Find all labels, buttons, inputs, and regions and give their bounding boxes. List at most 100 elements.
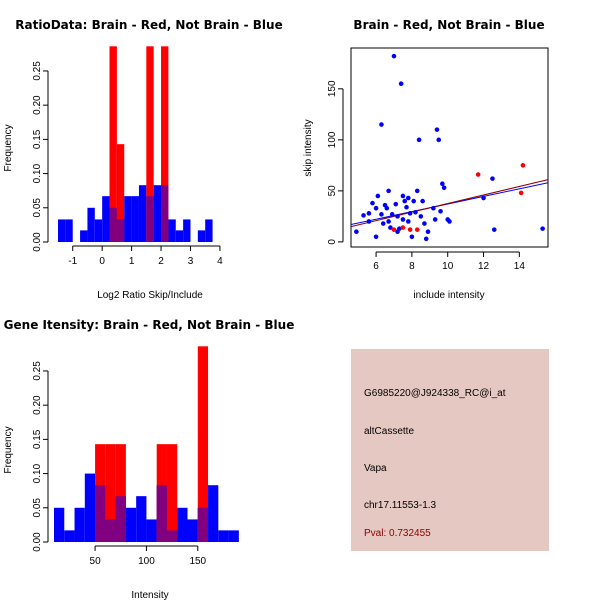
ratio-histogram-blue-bar bbox=[87, 207, 95, 242]
intensity-histogram-overlap-bar bbox=[115, 496, 126, 542]
scatter-blue-point bbox=[490, 176, 495, 181]
intensity-histogram-blue-bar bbox=[64, 530, 75, 542]
scatter-red-point bbox=[414, 227, 420, 232]
scatter-red-point bbox=[520, 163, 526, 168]
intensity-histogram-blue-bar bbox=[125, 507, 137, 542]
ratio-histogram-ylabel: Frequency bbox=[3, 124, 14, 171]
ratio-histogram-y-tick-label: 0.20 bbox=[32, 95, 43, 115]
ratio-histogram-y-tick-label: 0.10 bbox=[32, 163, 43, 183]
intensity-histogram-red-bar bbox=[115, 444, 126, 542]
intensity-histogram-red-bar bbox=[105, 444, 116, 542]
ratio-histogram-overlap-bar bbox=[146, 196, 154, 242]
ratio-histogram-y-tick-label: 0.00 bbox=[32, 232, 43, 252]
scatter-blue-point bbox=[400, 193, 406, 199]
scatter-x-tick-label: 10 bbox=[442, 261, 454, 272]
ratio-histogram-blue-bar bbox=[183, 219, 191, 242]
scatter-blue-point bbox=[409, 234, 415, 240]
ratio-histogram-blue-bar bbox=[197, 230, 206, 242]
scatter-red-point bbox=[407, 227, 413, 232]
scatter-title: Brain - Red, Not Brain - Blue bbox=[353, 18, 544, 32]
intensity-histogram-overlap-bar bbox=[95, 485, 106, 542]
intensity-histogram-panel: Gene Itensity: Brain - Red, Not Brain - … bbox=[3, 318, 294, 600]
intensity-histogram-blue-bar bbox=[136, 496, 147, 542]
ratio-histogram-bars bbox=[58, 46, 213, 242]
intensity-histogram-x-tick-label: 150 bbox=[189, 556, 206, 567]
scatter-blue-point bbox=[386, 219, 391, 224]
scatter-blue-point bbox=[361, 213, 366, 218]
info-gene: Vapa bbox=[364, 463, 387, 474]
scatter-y-tick-label: 150 bbox=[327, 80, 338, 97]
scatter-ylabel: skip intensity bbox=[303, 119, 314, 176]
scatter-red-point bbox=[475, 172, 481, 177]
info-pval: Pval: 0.732455 bbox=[364, 528, 431, 539]
intensity-histogram-blue-bar bbox=[228, 530, 239, 542]
scatter-blue-point bbox=[425, 229, 431, 234]
ratio-histogram-blue-bar bbox=[153, 185, 162, 242]
ratio-histogram-red-bar bbox=[146, 46, 154, 242]
scatter-blue-point bbox=[413, 210, 418, 215]
scatter-y-tick-label: 100 bbox=[327, 131, 338, 148]
ratio-histogram-x-tick-label: 1 bbox=[129, 256, 135, 267]
scatter-blue-point bbox=[379, 122, 384, 127]
ratio-histogram-title: RatioData: Brain - Red, Not Brain - Blue bbox=[15, 18, 282, 32]
ratio-histogram-y-tick-label: 0.15 bbox=[32, 129, 43, 149]
scatter-red-point bbox=[400, 225, 406, 230]
intensity-histogram-overlap-bar bbox=[105, 519, 116, 542]
scatter-blue-point bbox=[440, 181, 445, 187]
scatter-blue-point bbox=[354, 229, 359, 234]
scatter-blue-point bbox=[388, 225, 393, 230]
ratio-histogram-red-bar bbox=[116, 144, 125, 242]
ratio-histogram-x-tick-label: 0 bbox=[99, 256, 105, 267]
scatter-y-tick-label: 50 bbox=[327, 185, 338, 197]
scatter-blue-point bbox=[418, 214, 424, 219]
ratio-histogram-axes: -1 0 1 2 3 4 0.00 0.05 0.10 0.15 0.20 0.25 bbox=[32, 61, 223, 267]
scatter-blue-point bbox=[416, 137, 422, 143]
scatter-blue-point bbox=[379, 212, 384, 217]
ratio-histogram-panel: RatioData: Brain - Red, Not Brain - Blue… bbox=[3, 18, 283, 301]
ratio-histogram-red-bar bbox=[109, 46, 117, 242]
scatter-red-point bbox=[391, 227, 397, 232]
scatter-blue-point bbox=[397, 226, 402, 231]
scatter-blue-point bbox=[438, 208, 443, 214]
ratio-histogram-overlap-bar bbox=[116, 219, 125, 242]
intensity-histogram-y-tick-label: 0.00 bbox=[32, 532, 43, 552]
intensity-histogram-blue-bar bbox=[74, 507, 85, 542]
scatter-blue-point bbox=[423, 236, 429, 242]
scatter-blue-point bbox=[447, 219, 452, 224]
scatter-blue-point bbox=[402, 198, 408, 204]
scatter-blue-point bbox=[393, 201, 399, 207]
ratio-histogram-blue-bar bbox=[124, 196, 132, 242]
intensity-histogram-ylabel: Frequency bbox=[3, 426, 14, 473]
scatter-fit-line bbox=[350, 179, 549, 228]
scatter-blue-point bbox=[491, 227, 497, 232]
intensity-histogram-title: Gene Itensity: Brain - Red, Not Brain - … bbox=[4, 318, 295, 332]
scatter-blue-point bbox=[366, 211, 372, 216]
scatter-blue-point bbox=[373, 234, 379, 240]
scatter-x-tick-label: 12 bbox=[478, 261, 490, 272]
intensity-histogram-x-tick-label: 100 bbox=[138, 556, 155, 567]
ratio-histogram-blue-bar bbox=[175, 230, 184, 242]
scatter-blue-point bbox=[389, 212, 395, 217]
scatter-points bbox=[354, 53, 545, 242]
scatter-blue-point bbox=[436, 137, 442, 143]
ratio-histogram-x-tick-label: 3 bbox=[188, 256, 194, 267]
scatter-blue-point bbox=[406, 219, 411, 224]
scatter-red-point bbox=[518, 190, 524, 196]
ratio-histogram-red-bar bbox=[161, 46, 169, 242]
ratio-histogram-blue-bar bbox=[94, 219, 103, 242]
scatter-blue-point bbox=[384, 205, 390, 211]
intensity-histogram-overlap-bar bbox=[166, 530, 178, 542]
scatter-blue-point bbox=[375, 193, 381, 199]
ratio-histogram-blue-bar bbox=[205, 219, 213, 242]
ratio-histogram-blue-bar bbox=[102, 196, 110, 242]
ratio-histogram-blue-bar bbox=[131, 196, 139, 242]
scatter-blue-point bbox=[414, 188, 420, 194]
scatter-axes: 6 8 10 12 14 0 50 100 150 bbox=[327, 80, 525, 272]
scatter-fit-lines bbox=[350, 179, 549, 228]
scatter-blue-point bbox=[540, 226, 545, 231]
intensity-histogram-y-tick-label: 0.20 bbox=[32, 395, 43, 415]
scatter-blue-point bbox=[391, 53, 397, 59]
ratio-histogram-blue-bar bbox=[65, 219, 73, 242]
intensity-histogram-axes: 50 100 150 0.00 0.05 0.10 0.15 0.20 0.25 bbox=[32, 361, 207, 567]
info-box-background bbox=[351, 349, 549, 551]
